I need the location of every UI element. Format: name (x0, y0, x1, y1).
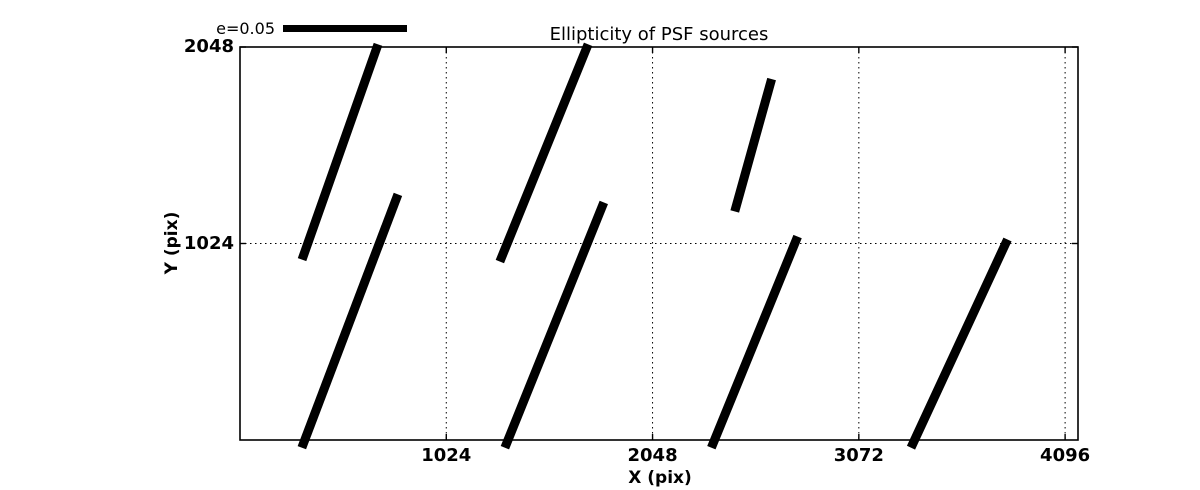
whisker-plot-svg (239, 42, 1079, 450)
plot-area (239, 42, 1079, 450)
ellipticity-whisker (906, 237, 1012, 450)
ellipticity-whisker (297, 42, 383, 262)
x-tick-label: 2048 (627, 445, 678, 466)
ellipticity-whisker (297, 192, 403, 450)
y-tick-label: 1024 (183, 232, 234, 254)
ellipticity-whisker (707, 234, 802, 450)
legend-label: e=0.05 (216, 19, 275, 38)
y-axis-label: Y (pix) (162, 211, 182, 275)
x-tick-label: 3072 (833, 445, 884, 466)
legend-scale-bar (283, 25, 407, 32)
x-axis-label: X (pix) (628, 468, 692, 488)
x-tick-label: 1024 (421, 445, 472, 466)
chart-title: Ellipticity of PSF sources (549, 24, 769, 45)
ellipticity-whisker (495, 42, 593, 264)
y-tick-label: 2048 (183, 36, 234, 57)
x-tick-label: 4096 (1040, 445, 1091, 466)
ellipticity-whisker (500, 200, 608, 450)
ellipticity-whisker (730, 77, 776, 213)
